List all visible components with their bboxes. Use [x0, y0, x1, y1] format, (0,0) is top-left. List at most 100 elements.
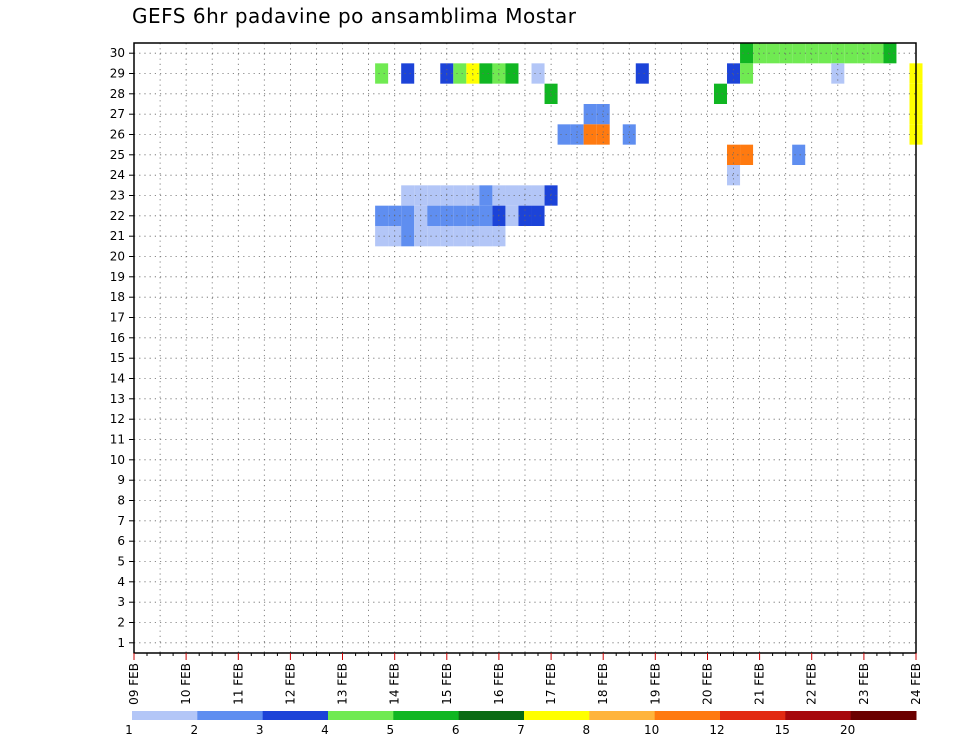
precip-cell: [453, 63, 467, 84]
y-tick-label: 2: [117, 616, 125, 630]
y-tick-label: 10: [110, 453, 125, 467]
precip-cell: [831, 63, 845, 84]
x-tick-label: 13 FEB: [336, 663, 350, 705]
y-tick-label: 8: [117, 494, 125, 508]
colorbar-label: 1: [125, 723, 133, 737]
colorbar-segment: [785, 711, 852, 720]
precip-cell: [453, 185, 467, 206]
precip-cell: [505, 185, 519, 206]
precip-cell: [870, 43, 884, 64]
colorbar-segment: [850, 711, 917, 720]
colorbar-label: 20: [840, 723, 855, 737]
precip-cell: [792, 43, 806, 64]
precip-cell: [883, 43, 897, 64]
colorbar-label: 4: [321, 723, 329, 737]
precip-cell: [531, 205, 545, 226]
precip-cell: [779, 43, 793, 64]
colorbar-segment: [654, 711, 721, 720]
precip-cell: [479, 205, 493, 226]
y-tick-label: 3: [117, 595, 125, 609]
colorbar-label: 5: [386, 723, 394, 737]
y-tick-label: 14: [110, 372, 125, 386]
y-tick-label: 28: [110, 87, 125, 101]
precip-cell: [479, 226, 493, 247]
y-tick-label: 23: [110, 189, 125, 203]
x-tick-label: 09 FEB: [127, 663, 141, 705]
precip-cell: [401, 63, 415, 84]
precip-cell: [427, 205, 441, 226]
precip-cell: [583, 104, 597, 125]
precip-cell: [831, 43, 845, 64]
colorbar-label: 6: [452, 723, 460, 737]
precip-cell: [857, 43, 871, 64]
colorbar-segment: [458, 711, 525, 720]
colorbar-segment: [589, 711, 656, 720]
precip-cell: [635, 63, 649, 84]
precip-cell: [531, 185, 545, 206]
precip-cell: [479, 185, 493, 206]
x-tick-label: 16 FEB: [492, 663, 506, 705]
precip-cell: [805, 43, 819, 64]
y-tick-label: 25: [110, 148, 125, 162]
precip-cell: [727, 165, 741, 186]
precip-cell: [622, 124, 636, 145]
colorbar-segment: [197, 711, 264, 720]
precip-cell: [453, 226, 467, 247]
precip-cell: [401, 205, 415, 226]
precip-cell: [375, 63, 389, 84]
y-tick-label: 1: [117, 636, 125, 650]
x-tick-label: 15 FEB: [440, 663, 454, 705]
precip-cell: [844, 43, 858, 64]
colorbar-label: 2: [190, 723, 198, 737]
precip-cell: [531, 63, 545, 84]
y-tick-label: 7: [117, 514, 125, 528]
colorbar-segment: [132, 711, 198, 720]
precip-cell: [792, 144, 806, 165]
precip-cell: [727, 144, 741, 165]
precip-cell: [766, 43, 780, 64]
colorbar-label: 12: [709, 723, 724, 737]
y-tick-label: 12: [110, 412, 125, 426]
y-tick-label: 9: [117, 473, 125, 487]
colorbar-label: 10: [644, 723, 659, 737]
colorbar-segment: [393, 711, 460, 720]
chart-title: GEFS 6hr padavine po ansamblima Mostar: [132, 4, 577, 28]
x-tick-label: 18 FEB: [596, 663, 610, 705]
precip-cell: [505, 205, 519, 226]
precip-cell: [713, 83, 728, 104]
y-tick-label: 15: [110, 351, 125, 365]
precip-cell: [479, 63, 493, 84]
precip-cell: [401, 226, 415, 247]
y-tick-label: 30: [110, 46, 125, 60]
y-tick-label: 18: [110, 290, 125, 304]
y-tick-label: 19: [110, 270, 125, 284]
y-tick-label: 21: [110, 229, 125, 243]
y-tick-label: 11: [110, 433, 125, 447]
precip-cell: [427, 185, 441, 206]
y-tick-label: 27: [110, 107, 125, 121]
colorbar-segment: [524, 711, 590, 720]
y-tick-label: 13: [110, 392, 125, 406]
colorbar-label: 15: [775, 723, 790, 737]
precip-cell: [740, 144, 754, 165]
x-tick-label: 10 FEB: [179, 663, 193, 705]
y-tick-label: 22: [110, 209, 125, 223]
precip-cell: [453, 205, 467, 226]
x-tick-label: 17 FEB: [544, 663, 558, 705]
colorbar-segment: [328, 711, 394, 720]
x-tick-label: 21 FEB: [753, 663, 767, 705]
precip-cell: [583, 124, 597, 145]
precip-cell: [375, 226, 389, 247]
y-tick-label: 24: [110, 168, 125, 182]
precip-cell: [740, 43, 754, 64]
x-tick-label: 23 FEB: [857, 663, 871, 705]
y-tick-label: 20: [110, 250, 125, 264]
precip-cell: [401, 185, 415, 206]
precip-cell: [427, 226, 441, 247]
precip-cell: [753, 43, 767, 64]
precip-cell: [557, 124, 571, 145]
precip-cell: [818, 43, 832, 64]
precip-cell: [505, 63, 519, 84]
colorbar-segment: [720, 711, 786, 720]
